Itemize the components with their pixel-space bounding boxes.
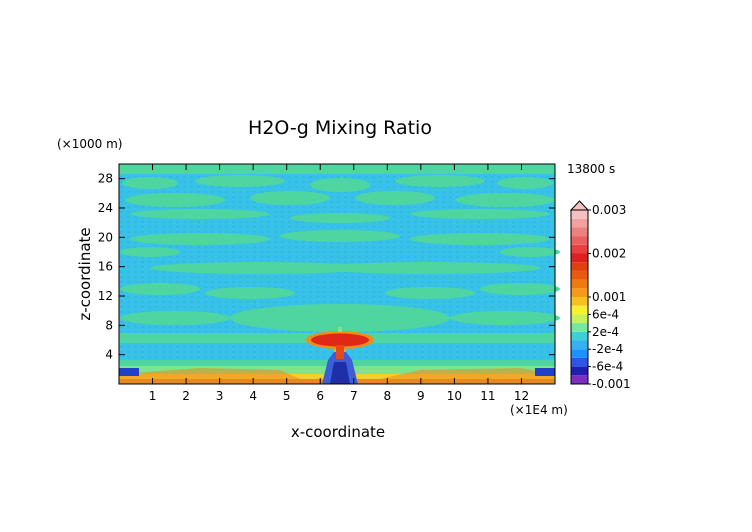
surface-layer-east [380, 368, 555, 379]
colorbar-extend-cap [569, 200, 590, 211]
colorbar-swatch [571, 314, 588, 324]
field-band [480, 283, 560, 295]
plume-core-base [330, 362, 350, 384]
y-tick-label: 12 [98, 289, 113, 303]
x-tick-label: 9 [417, 389, 425, 403]
colorbar-label: -6e-4 [592, 360, 623, 374]
field-band [385, 287, 475, 299]
colorbar-swatch [571, 253, 588, 263]
colorbar-swatch [571, 366, 588, 376]
field-band [120, 311, 230, 325]
y-tick-label: 20 [98, 230, 113, 244]
x-tick-label: 6 [316, 389, 324, 403]
field-band [500, 247, 560, 257]
plume-cap-inner [311, 333, 369, 347]
field-band [130, 233, 270, 245]
plume-top [338, 327, 342, 332]
field-band [120, 247, 180, 257]
x-tick-label: 11 [480, 389, 495, 403]
colorbar-swatch [571, 349, 588, 358]
time-label: 13800 s [567, 162, 615, 176]
field-band [290, 213, 390, 223]
field-band [205, 287, 295, 299]
field-band [125, 193, 225, 207]
field-band [119, 164, 555, 174]
field-band [355, 191, 435, 205]
y-axis: 4 8 12 16 20 24 28 [98, 172, 555, 362]
colorbar-swatch [571, 340, 588, 350]
colorbar-label: 0.001 [592, 290, 626, 304]
field-band [395, 175, 485, 187]
field-band [450, 311, 560, 325]
colorbar-label: 0.003 [592, 203, 626, 217]
field-band [250, 191, 330, 205]
negative-pocket [119, 368, 139, 376]
x-tick-label: 8 [383, 389, 391, 403]
plume [306, 327, 374, 384]
colorbar-swatch [571, 288, 588, 297]
field-band [122, 177, 178, 189]
field-band [410, 233, 550, 245]
field-band [195, 175, 285, 187]
field-band [130, 209, 270, 219]
field-plot [118, 163, 560, 385]
x-axis-label: x-coordinate [291, 423, 385, 441]
surface-layer-west [119, 368, 300, 379]
field-band [497, 177, 553, 189]
colorbar-swatch [571, 227, 588, 237]
y-axis-label: z-coordinate [76, 227, 94, 320]
colorbar: 0.003 0.002 0.001 6e-4 2e-4 -2e-4 -6e-4 -0.001 [569, 200, 631, 391]
field-band [280, 230, 400, 242]
y-tick-label: 4 [105, 348, 113, 362]
x-tick-label: 7 [350, 389, 358, 403]
x-tick-label: 3 [216, 389, 224, 403]
colorbar-swatch [571, 218, 588, 228]
chart-title: H2O-g Mixing Ratio [248, 117, 432, 139]
y-tick-label: 8 [105, 318, 113, 332]
colorbar-swatch [571, 297, 588, 306]
plume-stem-core [336, 345, 344, 359]
colorbar-swatch [571, 270, 588, 280]
colorbar-swatch [571, 331, 588, 341]
colorbar-swatch [571, 305, 588, 315]
x-unit-label: (×1E4 m) [510, 403, 568, 417]
field-band [150, 262, 370, 274]
y-tick-label: 24 [98, 201, 113, 215]
colorbar-swatch [571, 279, 588, 289]
x-tick-label: 2 [182, 389, 190, 403]
colorbar-swatch [571, 262, 588, 271]
field-band [320, 262, 540, 274]
colorbar-swatch [571, 357, 588, 367]
x-tick-label: 5 [283, 389, 291, 403]
x-tick-label: 1 [149, 389, 157, 403]
colorbar-label: 6e-4 [592, 307, 619, 321]
field-band [230, 304, 450, 332]
x-tick-label: 4 [249, 389, 257, 403]
colorbar-label: -2e-4 [592, 342, 623, 356]
colorbar-swatch [571, 236, 588, 245]
field-bands [119, 164, 560, 366]
y-tick-label: 16 [98, 260, 113, 274]
field-band [455, 193, 555, 207]
colorbar-swatch [571, 210, 588, 219]
x-tick-label: 10 [447, 389, 462, 403]
colorbar-label: -0.001 [592, 377, 631, 391]
field-band [120, 283, 200, 295]
colorbar-swatch [571, 375, 588, 384]
y-unit-label: (×1000 m) [57, 137, 122, 151]
field-band [310, 178, 370, 192]
colorbar-label: 2e-4 [592, 325, 619, 339]
field-band [410, 209, 550, 219]
negative-pocket [535, 368, 555, 376]
colorbar-swatch [571, 244, 588, 254]
x-tick-label: 12 [514, 389, 529, 403]
colorbar-label: 0.002 [592, 247, 626, 261]
y-tick-label: 28 [98, 172, 113, 186]
x-axis: 1 2 3 4 5 6 7 8 9 10 11 12 [149, 164, 529, 403]
colorbar-swatch [571, 323, 588, 332]
plot-frame [118, 163, 556, 385]
